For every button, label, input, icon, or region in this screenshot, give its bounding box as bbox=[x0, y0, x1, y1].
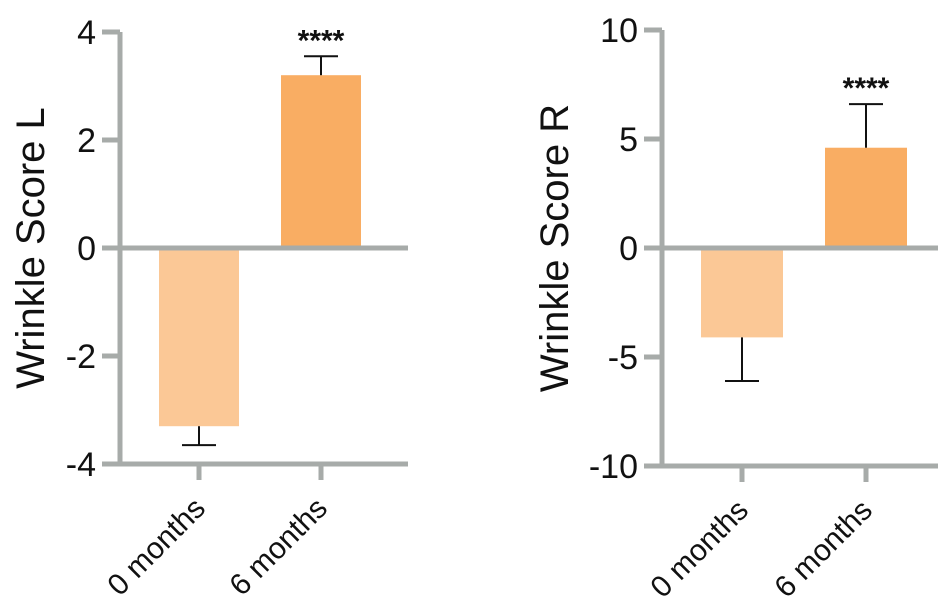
bar-6-months bbox=[825, 147, 907, 248]
y-tick-label: 0 bbox=[619, 230, 638, 268]
y-tick-label: -5 bbox=[608, 339, 638, 377]
y-tick-label: 4 bbox=[77, 14, 96, 52]
y-tick-label: 10 bbox=[600, 12, 638, 50]
y-axis-label: Wrinkle Score R bbox=[533, 104, 577, 392]
y-tick-label: 5 bbox=[619, 121, 638, 159]
y-tick-label: -4 bbox=[66, 446, 96, 484]
chart-panel-left: 0 months **** 6 months -4 -2 0 2 4 Wrinkle Score… bbox=[9, 14, 408, 602]
x-tick-label: 0 months bbox=[101, 492, 212, 603]
y-tick-label: -2 bbox=[66, 338, 96, 376]
x-tick-label: 6 months bbox=[223, 492, 334, 603]
y-tick-label: 2 bbox=[77, 122, 96, 160]
bar-0-months bbox=[159, 248, 239, 427]
significance-label: **** bbox=[298, 24, 345, 57]
y-axis-label: Wrinkle Score L bbox=[9, 107, 53, 389]
significance-label: **** bbox=[843, 72, 890, 105]
x-tick-label: 0 months bbox=[644, 494, 755, 605]
y-tick-label: -10 bbox=[589, 448, 638, 486]
x-tick-label: 6 months bbox=[768, 494, 879, 605]
bar-0-months bbox=[701, 248, 783, 338]
y-tick-label: 0 bbox=[77, 230, 96, 268]
chart-panel-right: 0 months **** 6 months -10 -5 0 5 10 Wrinkle Sco… bbox=[533, 12, 938, 604]
bar-6-months bbox=[281, 75, 361, 248]
